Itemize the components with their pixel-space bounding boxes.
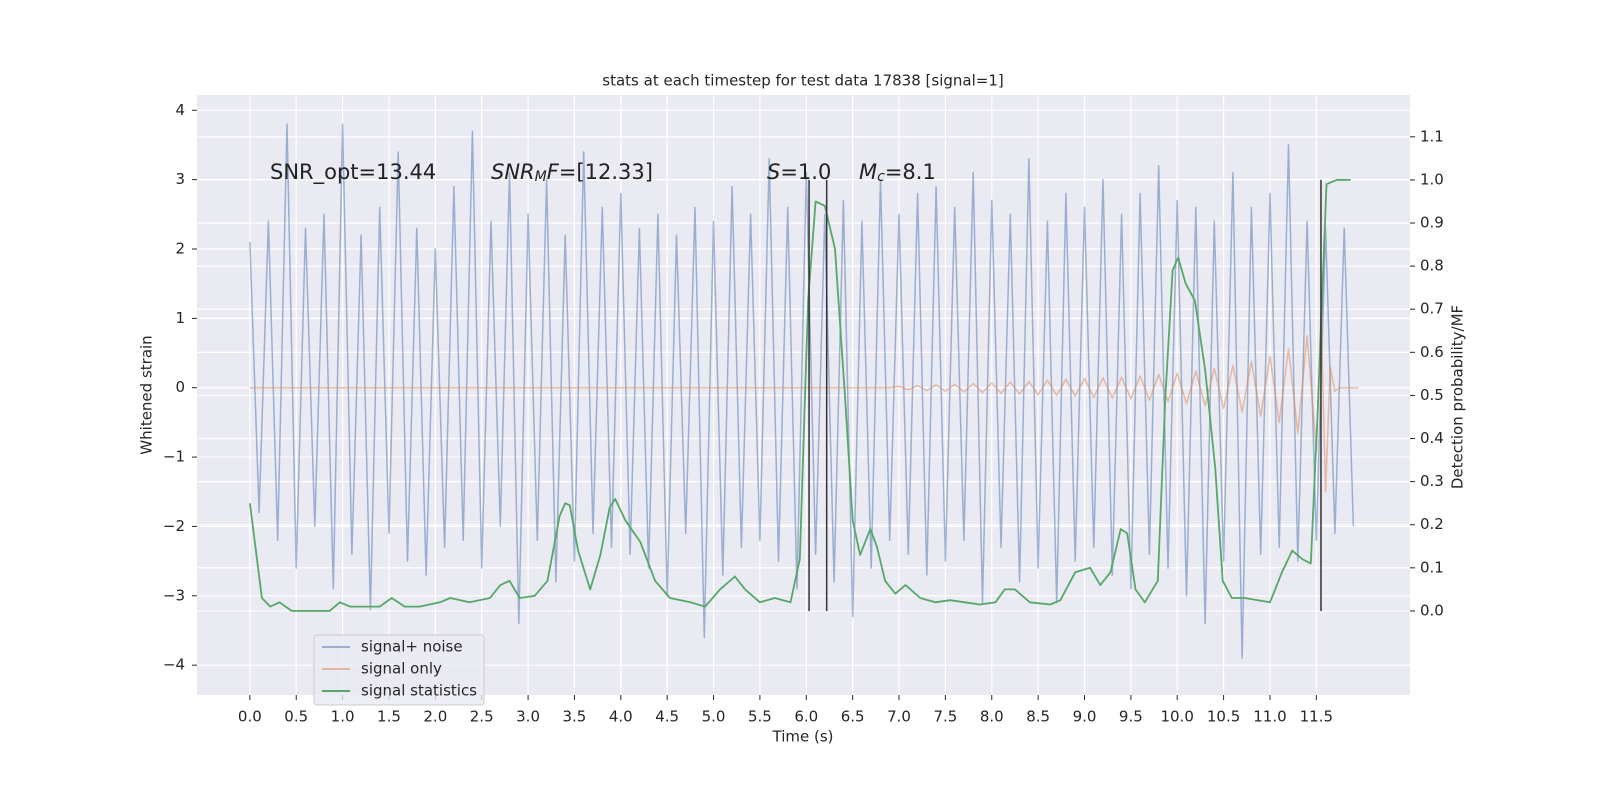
annotation-part: SNR xyxy=(491,160,535,184)
x-tick-label: 9.0 xyxy=(1073,708,1097,726)
x-tick-label: 8.5 xyxy=(1026,708,1050,726)
x-tick-label: 9.5 xyxy=(1119,708,1143,726)
x-tick-label: 0.5 xyxy=(284,708,308,726)
legend-label: signal+ noise xyxy=(361,638,463,656)
x-tick-label: 7.0 xyxy=(887,708,911,726)
y2-tick-label: 0.1 xyxy=(1420,558,1444,576)
x-tick-label: 1.5 xyxy=(377,708,401,726)
x-tick-label: 3.0 xyxy=(516,708,540,726)
annotation: S=1.0 xyxy=(767,160,831,184)
y2-tick-label: 0.4 xyxy=(1420,429,1444,447)
x-tick-label: 11.0 xyxy=(1253,708,1286,726)
legend-label: signal statistics xyxy=(361,682,477,700)
legend-label: signal only xyxy=(361,660,442,678)
annotation-part: =1.0 xyxy=(780,160,831,184)
y2-tick-label: 0.5 xyxy=(1420,386,1444,404)
y-tick-label: −3 xyxy=(163,586,185,604)
y2-tick-label: 0.2 xyxy=(1420,515,1444,533)
annotation: Mc=8.1 xyxy=(859,160,936,185)
y-tick-label: 3 xyxy=(175,170,185,188)
y-tick-label: −4 xyxy=(163,656,185,674)
annotation-part: S xyxy=(767,160,780,184)
x-tick-label: 2.5 xyxy=(470,708,494,726)
x-tick-label: 4.0 xyxy=(609,708,633,726)
x-tick-label: 6.0 xyxy=(794,708,818,726)
annotation: SNR_opt=13.44 xyxy=(270,160,436,185)
annotation-part: M xyxy=(535,169,547,185)
x-tick-label: 10.5 xyxy=(1207,708,1240,726)
y2-tick-label: 0.6 xyxy=(1420,343,1444,361)
annotation-part: c xyxy=(877,169,885,185)
x-tick-label: 7.5 xyxy=(933,708,957,726)
y-tick-label: −2 xyxy=(163,517,185,535)
y2-tick-label: 0.9 xyxy=(1420,214,1444,232)
x-tick-label: 1.0 xyxy=(331,708,355,726)
annotation: SNRMF=[12.33] xyxy=(491,160,653,185)
series-line xyxy=(249,123,1355,659)
y-tick-label: −1 xyxy=(163,448,185,466)
x-tick-label: 2.0 xyxy=(423,708,447,726)
y-tick-label: 4 xyxy=(175,101,185,119)
y2-tick-label: 1.1 xyxy=(1420,127,1444,145)
annotation-part: M xyxy=(859,160,877,184)
y2-tick-label: 0.0 xyxy=(1420,601,1444,619)
x-tick-label: 0.0 xyxy=(238,708,262,726)
series-line xyxy=(249,310,1359,493)
y2-tick-label: 0.7 xyxy=(1420,300,1444,318)
y2-tick-label: 0.8 xyxy=(1420,257,1444,275)
y2-tick-label: 0.3 xyxy=(1420,472,1444,490)
y-tick-label: 2 xyxy=(175,239,185,257)
x-tick-label: 3.5 xyxy=(563,708,587,726)
x-tick-label: 10.0 xyxy=(1161,708,1194,726)
x-tick-label: 4.5 xyxy=(655,708,679,726)
annotation-part: =[12.33] xyxy=(559,160,653,184)
x-tick-label: 5.5 xyxy=(748,708,772,726)
x-axis-label: Time (s) xyxy=(772,728,834,746)
y-tick-label: 0 xyxy=(175,378,185,396)
x-tick-label: 8.0 xyxy=(980,708,1004,726)
annotation-part: =8.1 xyxy=(885,160,936,184)
annotation-part: F xyxy=(547,160,560,184)
annotation-part: SNR_opt=13.44 xyxy=(270,160,436,185)
x-tick-label: 6.5 xyxy=(841,708,865,726)
series-line xyxy=(249,179,1351,612)
y-axis-label: Whitened strain xyxy=(138,335,156,454)
x-tick-label: 5.0 xyxy=(702,708,726,726)
y2-axis-label: Detection probability/MF xyxy=(1449,305,1467,489)
legend-box xyxy=(313,634,485,706)
x-tick-label: 11.5 xyxy=(1300,708,1333,726)
chart-title: stats at each timestep for test data 178… xyxy=(602,72,1003,90)
y-tick-label: 1 xyxy=(175,309,185,327)
y2-tick-label: 1.0 xyxy=(1420,170,1444,188)
